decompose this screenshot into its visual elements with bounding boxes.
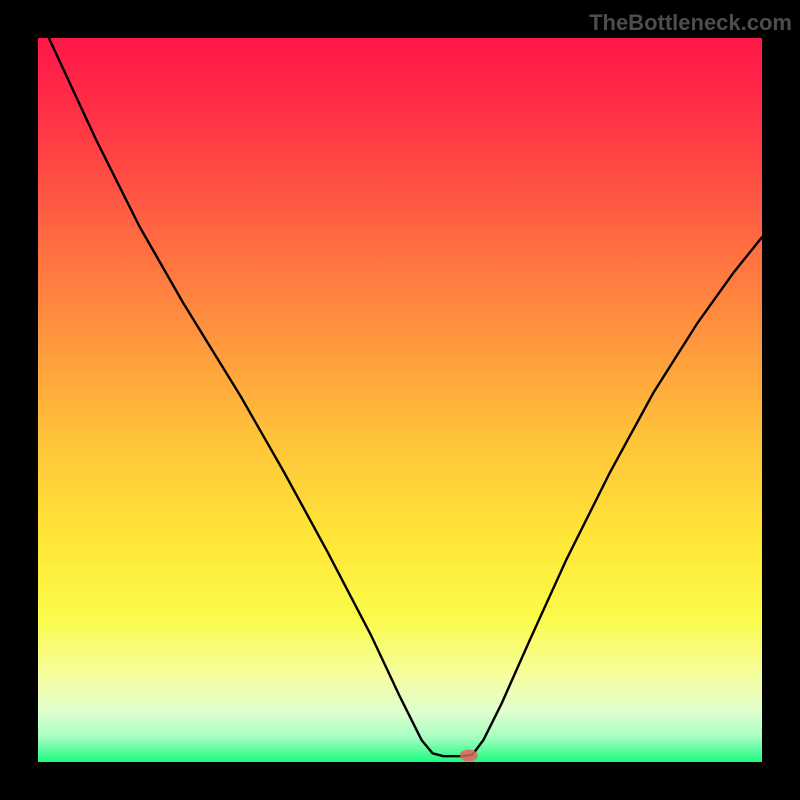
chart-background-gradient: [38, 38, 762, 762]
bottleneck-chart: [0, 0, 800, 800]
optimal-point-marker: [460, 749, 478, 761]
watermark-text: TheBottleneck.com: [589, 10, 792, 36]
chart-container: TheBottleneck.com: [0, 0, 800, 800]
